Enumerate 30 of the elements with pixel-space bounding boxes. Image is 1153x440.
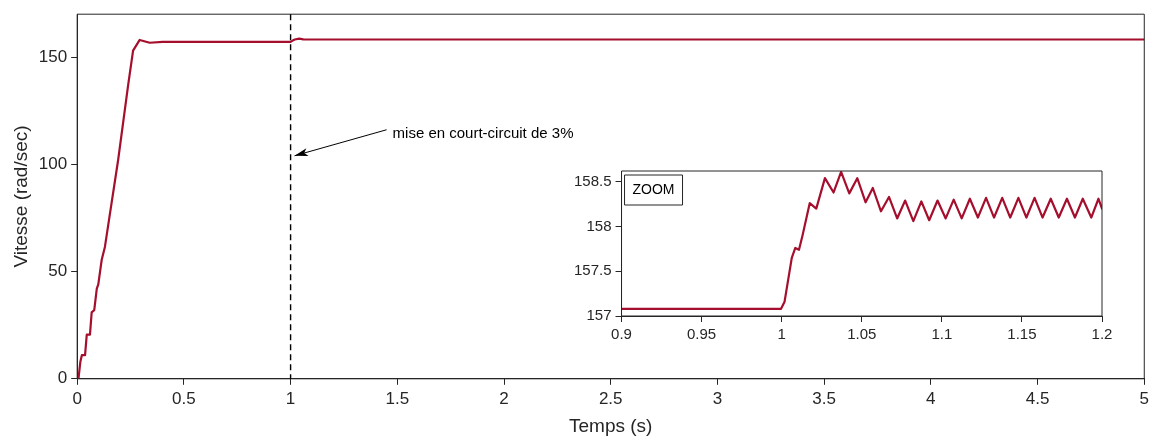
x-tick-label: 1.5 [385, 388, 410, 408]
y-tick-label: 157.5 [573, 261, 612, 279]
x-tick-label: 1 [777, 325, 786, 343]
y-tick-label: 150 [38, 46, 68, 66]
x-tick-label: 2 [499, 388, 509, 408]
annotation: ZOOM [632, 180, 675, 197]
x-tick-label: 1.1 [931, 325, 953, 343]
y-axis-title: Vitesse (rad/sec) [9, 125, 31, 268]
x-tick-label: 3 [712, 388, 723, 408]
y-tick-label: 0 [57, 368, 68, 388]
x-tick-label: 5 [1139, 388, 1150, 408]
x-tick-label: 1.2 [1091, 325, 1113, 343]
y-tick-label: 50 [48, 261, 68, 281]
y-tick-label: 158 [586, 216, 612, 234]
annotation: mise en court-circuit de 3% [392, 123, 574, 141]
x-tick-label: 4 [926, 388, 936, 408]
y-tick-label: 158.5 [573, 171, 612, 189]
x-tick-label: 0 [72, 388, 82, 408]
x-tick-label: 1.05 [847, 325, 877, 343]
x-tick-label: 3.5 [812, 388, 836, 408]
x-tick-label: 1 [285, 388, 296, 408]
y-tick-label: 157 [586, 306, 612, 324]
x-tick-label: 0.95 [687, 325, 717, 343]
x-tick-label: 4.5 [1025, 388, 1050, 408]
x-tick-label: 0.5 [172, 388, 196, 408]
x-tick-label: 0.9 [611, 325, 632, 343]
y-tick-label: 100 [38, 154, 68, 174]
x-axis-title: Temps (s) [569, 414, 653, 436]
x-tick-label: 1.15 [1007, 325, 1037, 343]
x-tick-label: 2.5 [598, 388, 623, 408]
